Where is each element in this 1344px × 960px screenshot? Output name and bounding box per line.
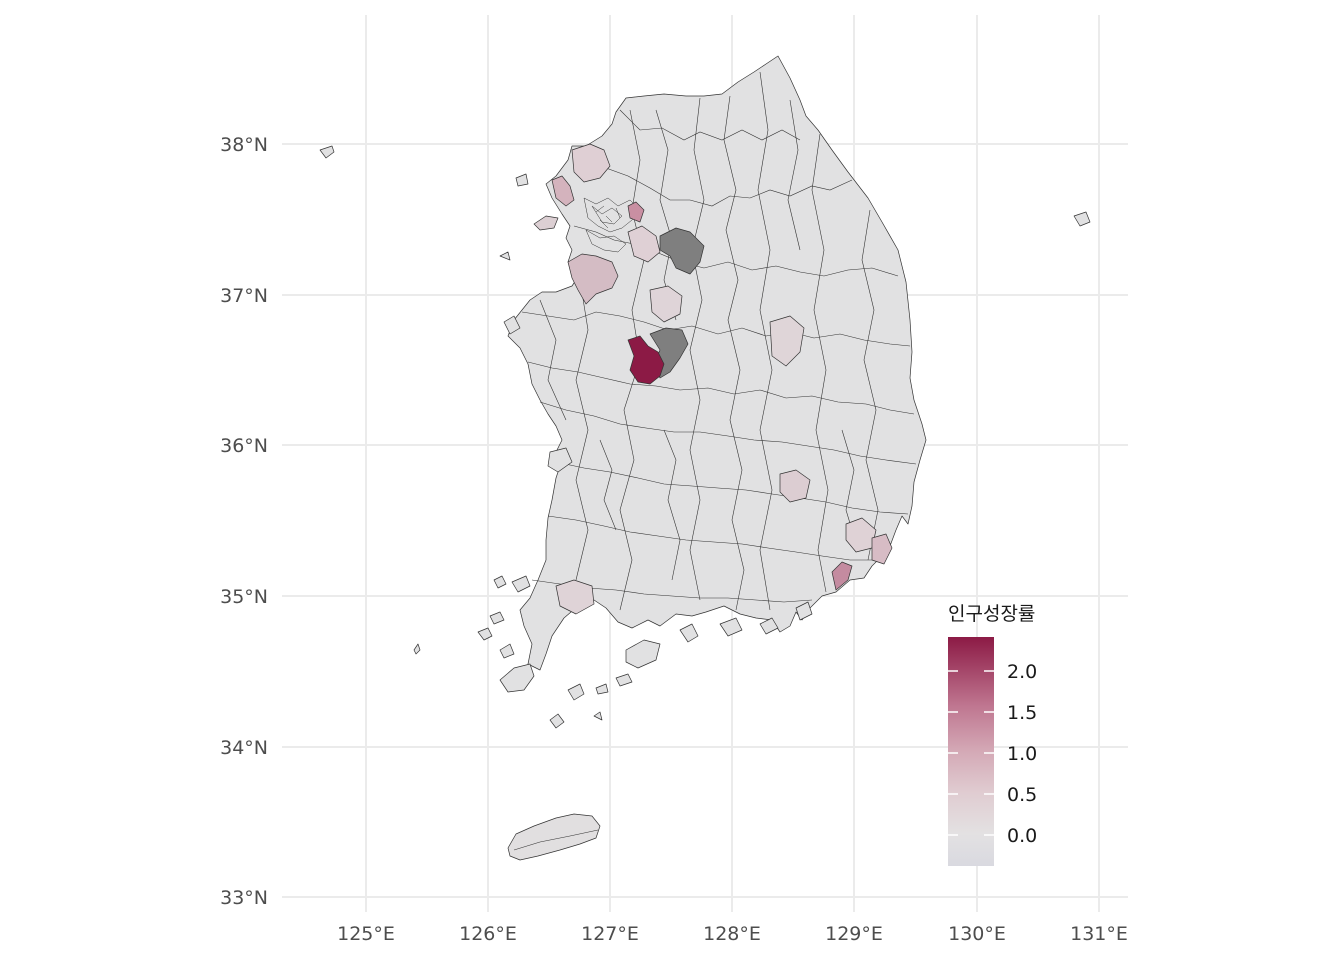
- x-tick-label: 131°E: [1070, 923, 1128, 945]
- island-sw-4: [493, 575, 507, 589]
- district-pyeongtaek: [649, 285, 683, 323]
- island-jeju: [507, 813, 601, 861]
- district-gimpo: [551, 175, 575, 207]
- district-boundaries: [521, 71, 917, 611]
- district-busan-gangseo: [831, 561, 853, 591]
- legend: 인구성장률 2.0 1.5 1.0 0.5 0.0: [948, 603, 1037, 866]
- y-tick-label: 34°N: [220, 737, 268, 759]
- island-w-4: [503, 315, 521, 335]
- district-suncheon: [555, 579, 595, 615]
- island-sw-1: [499, 663, 535, 693]
- legend-title: 인구성장률: [948, 603, 1035, 625]
- y-tick-label: 35°N: [220, 586, 268, 608]
- jeju-boundary: [513, 829, 599, 851]
- island-s-5: [795, 601, 813, 621]
- island-sw-5: [511, 575, 531, 593]
- y-tick-label: 38°N: [220, 134, 268, 156]
- island-w-3: [547, 447, 573, 473]
- island-baengnyeong: [319, 145, 335, 159]
- island-s-7: [595, 683, 609, 695]
- y-tick-label: 33°N: [220, 887, 268, 909]
- legend-label: 0.0: [1007, 825, 1037, 847]
- y-tick-label: 36°N: [220, 435, 268, 457]
- district-gyeonggi-sw: [567, 253, 619, 305]
- x-tick-label: 130°E: [948, 923, 1006, 945]
- district-ulsan-south: [871, 533, 893, 565]
- legend-label: 2.0: [1007, 661, 1037, 683]
- district-hanam: [627, 201, 645, 223]
- mainland-outline: [507, 55, 927, 671]
- island-sw-3: [489, 611, 505, 625]
- district-ganghwa: [533, 215, 559, 231]
- island-s-3: [719, 617, 743, 637]
- legend-label: 1.0: [1007, 743, 1037, 765]
- x-tick-label: 129°E: [825, 923, 883, 945]
- legend-label: 1.5: [1007, 702, 1037, 724]
- legend-ticks: [948, 670, 994, 836]
- legend-colorbar: [948, 637, 994, 866]
- district-sejong: [627, 335, 665, 385]
- mainland: [507, 55, 927, 671]
- x-tick-label: 127°E: [581, 923, 639, 945]
- district-paju: [571, 143, 611, 183]
- y-tick-label: 37°N: [220, 285, 268, 307]
- x-axis-labels: 125°E 126°E 127°E 128°E 129°E 130°E 131°…: [337, 923, 1128, 945]
- island-gageo: [413, 643, 421, 655]
- x-tick-label: 125°E: [337, 923, 395, 945]
- island-sw-2: [477, 627, 493, 641]
- island-s-1: [625, 639, 661, 669]
- x-tick-label: 128°E: [703, 923, 761, 945]
- islands: [319, 145, 1091, 861]
- legend-label: 0.5: [1007, 784, 1037, 806]
- district-chungju-east: [769, 315, 805, 367]
- island-s-4: [759, 617, 779, 635]
- island-sw-7: [549, 713, 565, 729]
- y-axis-labels: 38°N 37°N 36°N 35°N 34°N 33°N: [220, 134, 268, 909]
- island-s-6: [615, 673, 633, 687]
- highlighted-districts: [533, 143, 893, 615]
- island-sw-8: [567, 683, 585, 701]
- island-w-1: [515, 173, 529, 187]
- district-yongin: [627, 225, 661, 263]
- island-sw-9: [593, 711, 603, 721]
- x-tick-label: 126°E: [459, 923, 517, 945]
- district-daegu-area: [779, 469, 811, 503]
- island-w-2: [499, 251, 511, 261]
- island-sw-6: [499, 643, 515, 659]
- island-s-2: [679, 623, 699, 643]
- island-ulleung: [1073, 211, 1091, 227]
- district-na-yeoju: [659, 227, 705, 275]
